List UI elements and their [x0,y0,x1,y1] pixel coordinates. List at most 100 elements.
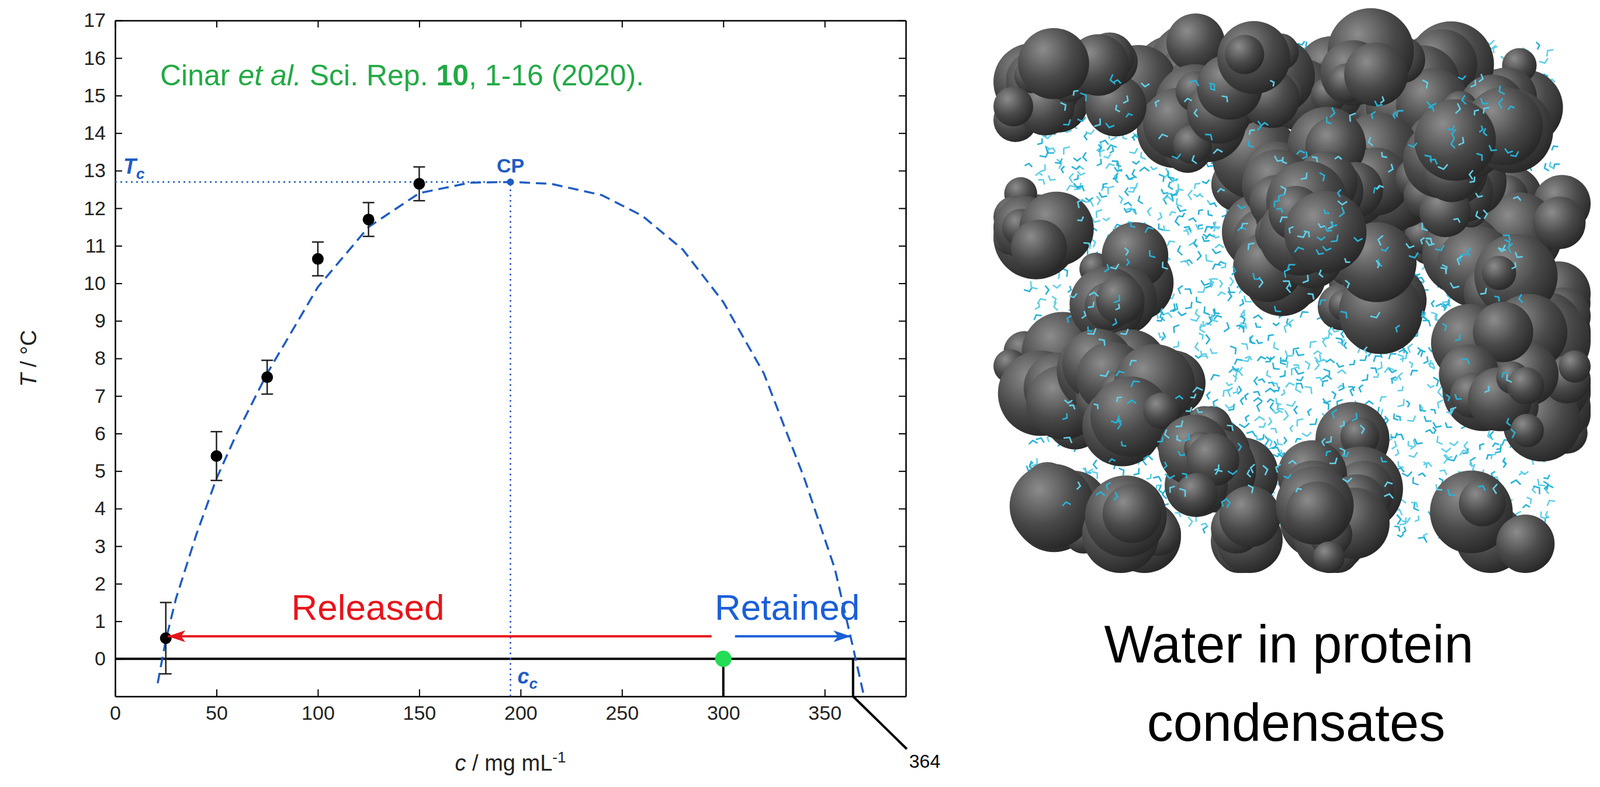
tick-mark [115,208,123,210]
tick [317,20,319,28]
tick-mark [898,57,906,60]
tick-mark [115,620,123,622]
tick [898,395,906,397]
tick: 9 [94,309,123,332]
water-molecule [1493,46,1498,54]
tick [898,471,906,472]
water-molecule [1430,409,1436,414]
water-molecule [1237,385,1242,394]
tick-label: 7 [94,384,106,407]
water-molecule [1029,440,1038,445]
tick: 8 [94,346,123,369]
tick [898,133,906,134]
tick-label: 200 [504,701,538,724]
error-bar [312,241,324,276]
tick [898,545,906,547]
water-molecule [1197,286,1205,293]
water-molecule [1301,431,1312,436]
critical-point [507,178,515,186]
water-molecule [1119,195,1123,203]
critical-concentration-label-subscript: c [529,674,539,692]
water-molecule [1266,399,1274,403]
tick-mark [621,20,623,28]
water-molecule [1195,224,1204,230]
water-molecule [1551,146,1558,151]
tick [898,358,906,359]
tick-mark [216,20,218,28]
water-molecule [1077,171,1086,176]
water-molecule [1246,431,1256,437]
y-axis-title: T / °C [16,329,41,387]
water-molecule [1270,428,1277,434]
water-molecule [1238,325,1244,333]
plot-area [115,166,906,696]
critical-temperature-label-subscript: c [136,164,145,183]
tick-mark [115,245,123,247]
tick-mark [898,395,906,397]
tick-mark [898,545,906,547]
water-molecule [1544,163,1550,171]
error-bar [362,202,375,237]
water-molecule [1376,361,1383,370]
tick: 16 [83,46,123,69]
water-molecule [1093,459,1097,469]
water-molecule [1213,314,1222,320]
water-molecule [1034,301,1040,310]
water-molecule [1518,472,1526,476]
water-molecule [1147,207,1152,217]
water-molecule [1304,360,1310,370]
water-molecule [1044,285,1049,294]
water-molecule [1211,313,1218,322]
tick: 10 [83,271,123,294]
water-molecule [1180,260,1190,266]
tick-mark [115,320,123,322]
water-molecule [1139,167,1150,171]
water-molecule [1325,359,1335,363]
dense-branch-leader [853,695,907,749]
water-molecule [1244,393,1249,401]
tick-label: 17 [83,8,106,31]
water-molecule [1238,423,1249,428]
citation-part: , 1-16 (2020). [468,59,644,92]
error-bar-cap [312,241,324,244]
tick-label: 0 [109,701,121,724]
water-molecule [1085,129,1095,134]
water-molecule [1543,484,1554,489]
water-molecule [1125,174,1135,180]
tick-mark [115,395,123,397]
water-molecule [1054,158,1062,164]
water-molecule [1331,390,1336,399]
arrow-label: Retained [714,586,860,628]
water-molecule [1396,415,1401,421]
water-molecule [1234,359,1243,365]
water-molecule [1546,49,1554,57]
water-molecule [1394,525,1400,532]
water-molecule [1053,284,1062,289]
water-molecule [1245,414,1249,422]
water-molecule [1206,391,1211,400]
error-bar-cap [413,199,425,202]
water-molecule [1526,496,1532,504]
citation-part: Cinar [160,59,238,92]
water-molecule [1391,376,1397,384]
tick [898,208,906,209]
water-molecule [1256,356,1266,361]
protein-lobe [1095,275,1145,324]
x-axis-title-exponent: -1 [552,747,566,766]
water-molecule [1300,311,1309,318]
tick: 13 [83,158,123,182]
tick: 50 [205,688,228,724]
water-molecule [1200,350,1208,357]
critical-concentration-label: cc [517,663,539,692]
tick [824,20,826,28]
tick-label: 12 [83,196,106,219]
tick: 12 [83,196,123,219]
water-molecule [1273,386,1280,391]
water-molecule [1214,244,1224,248]
water-molecule [1439,469,1447,475]
water-molecule [1188,516,1193,527]
x-axis-title-unit: / mg mL [466,750,553,775]
tick-label: 8 [94,346,106,369]
water-molecule [1146,473,1152,479]
tick [418,20,420,28]
